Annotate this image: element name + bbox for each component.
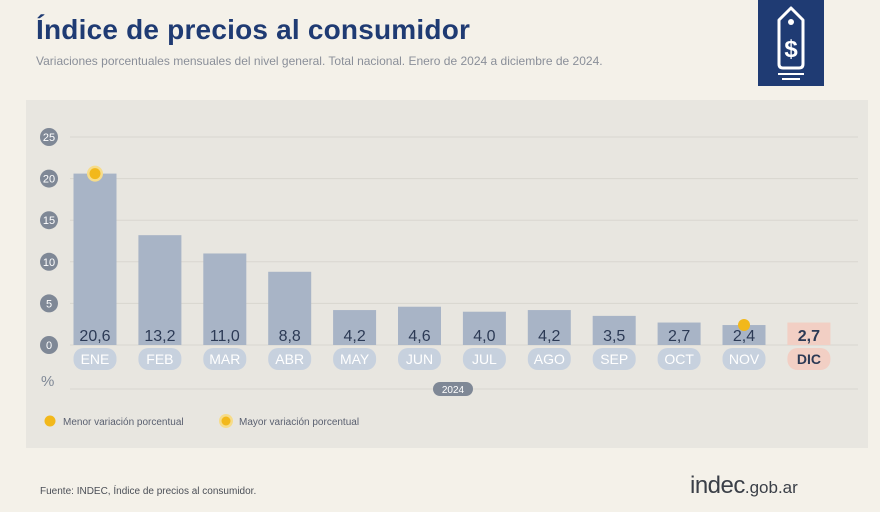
y-tick-circle	[40, 252, 58, 271]
category-pill	[722, 348, 766, 370]
x-tick-label: JUL	[472, 351, 497, 367]
value-label: 3,5	[603, 328, 625, 345]
min-marker	[738, 319, 750, 332]
page-title: Índice de precios al consumidor	[36, 14, 471, 45]
y-tick-circle	[40, 128, 58, 146]
value-label: 8,8	[279, 328, 301, 345]
category-pill	[203, 348, 247, 370]
value-label: 2,7	[668, 328, 690, 345]
category-pill	[592, 348, 636, 370]
max-marker	[89, 168, 101, 180]
category-pill	[462, 348, 506, 370]
value-label: 2,4	[733, 328, 755, 345]
bar-jul	[462, 311, 506, 345]
value-label: 4,6	[408, 328, 430, 345]
bar-mar	[203, 253, 247, 345]
x-tick-label: DIC	[797, 351, 821, 367]
year-pill	[433, 382, 473, 396]
svg-text:$: $	[784, 36, 798, 63]
category-pill	[138, 348, 182, 370]
legend-label: Mayor variación porcentual	[239, 417, 359, 428]
x-tick-label: AGO	[534, 351, 565, 367]
x-tick-label: ABR	[275, 351, 304, 367]
x-tick-label: JUN	[406, 351, 433, 367]
y-tick-label: 10	[43, 257, 55, 269]
logo-suffix: .gob.ar	[744, 478, 798, 497]
x-tick-label: OCT	[664, 351, 694, 367]
x-tick-label: MAR	[209, 351, 240, 367]
category-pill	[268, 348, 312, 370]
value-label: 4,2	[343, 328, 365, 345]
value-label: 4,0	[473, 328, 495, 345]
bar-ago	[527, 310, 571, 345]
bar-may	[333, 310, 377, 345]
legend-min-marker	[44, 415, 56, 427]
x-tick-label: ENE	[81, 351, 110, 367]
category-pill	[398, 348, 441, 370]
value-label: 13,2	[144, 328, 175, 345]
y-tick-label: 20	[43, 174, 55, 186]
y-tick-circle	[40, 169, 58, 188]
value-label: 4,2	[538, 328, 560, 345]
indec-logo: indec.gob.ar	[690, 472, 798, 500]
y-tick-circle	[40, 336, 58, 354]
y-tick-label: 5	[46, 298, 52, 310]
x-tick-label: MAY	[340, 351, 370, 367]
category-pill	[73, 348, 117, 370]
value-label: 2,7	[798, 328, 820, 345]
x-tick-label: FEB	[146, 351, 173, 367]
bar-ene	[73, 173, 117, 345]
y-axis-label: %	[41, 373, 54, 390]
y-tick-label: 15	[43, 215, 55, 227]
y-tick-circle	[40, 294, 58, 313]
y-tick-circle	[40, 211, 58, 230]
category-pill	[657, 348, 701, 370]
bar-chart: 0 5 10 15 20 25% 20,6 ENE 13,2 FEB 11,0 MAR 8,8 ABR 4,…	[40, 128, 858, 428]
source-note: Fuente: INDEC, Índice de precios al cons…	[40, 486, 257, 497]
bar-dic	[787, 322, 831, 345]
category-pill	[787, 348, 831, 370]
chart-panel: 0 5 10 15 20 25% 20,6 ENE 13,2 FEB 11,0 MAR 8,8 ABR 4,…	[26, 100, 868, 448]
legend-max-marker	[221, 416, 231, 426]
x-tick-label: NOV	[729, 351, 760, 367]
value-label: 11,0	[210, 328, 240, 345]
bar-feb	[138, 235, 182, 345]
logo-main: indec	[690, 472, 745, 499]
value-label: 20,6	[79, 328, 110, 345]
bar-nov	[722, 325, 766, 345]
category-pill	[527, 348, 571, 370]
bar-sep	[592, 315, 636, 345]
x-tick-label: SEP	[600, 351, 628, 367]
legend-label: Menor variación porcentual	[63, 417, 184, 428]
bar-oct	[657, 322, 701, 345]
bar-jun	[398, 306, 441, 345]
category-pill	[333, 348, 377, 370]
page-subtitle: Variaciones porcentuales mensuales del n…	[36, 54, 603, 68]
price-tag-dollar-icon: $	[758, 0, 824, 86]
bar-abr	[268, 271, 312, 345]
y-tick-label: 0	[46, 340, 52, 352]
y-tick-label: 25	[43, 132, 55, 144]
year-label: 2024	[442, 385, 465, 396]
